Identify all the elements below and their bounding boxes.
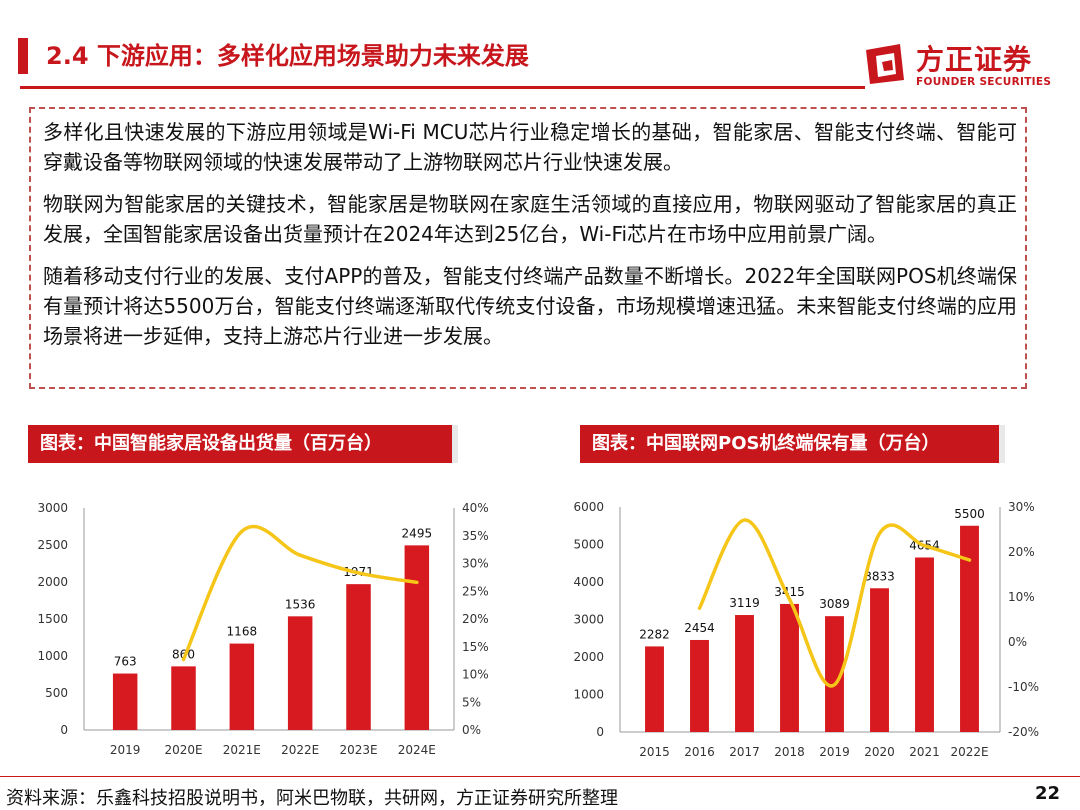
y2-tick-label: 10% xyxy=(462,668,489,682)
logo-en-text: FOUNDER SECURITIES xyxy=(916,76,1052,88)
bar xyxy=(780,603,799,732)
bar xyxy=(287,616,313,730)
logo-cn-text: 方正证券 xyxy=(916,43,1033,76)
x-tick-label: 2020E xyxy=(164,743,202,757)
page-title: 2.4 下游应用：多样化应用场景助力未来发展 xyxy=(46,42,529,70)
y-tick-label: 2500 xyxy=(37,538,68,552)
x-tick-label: 2017 xyxy=(729,745,760,759)
bar xyxy=(645,646,664,732)
paragraph-1: 多样化且快速发展的下游应用领域是Wi-Fi MCU芯片行业稳定增长的基础，智能家… xyxy=(43,120,1017,174)
bar xyxy=(960,525,979,732)
chart-1-title: 图表：中国智能家居设备出货量（百万台） xyxy=(28,425,458,463)
x-tick-label: 2020 xyxy=(864,745,895,759)
y-tick-label: 1000 xyxy=(37,649,68,663)
x-tick-label: 2022E xyxy=(950,745,988,759)
bar xyxy=(404,545,430,730)
y-tick-label: 3000 xyxy=(573,613,604,627)
bar-value-label: 3833 xyxy=(864,569,895,583)
x-tick-label: 2015 xyxy=(639,745,670,759)
bar xyxy=(112,673,138,730)
y-tick-label: 3000 xyxy=(37,501,68,515)
y-tick-label: 0 xyxy=(596,725,604,739)
bar-value-label: 2495 xyxy=(402,526,433,540)
bar-value-label: 763 xyxy=(114,655,137,669)
bar-value-label: 860 xyxy=(172,647,195,661)
y-tick-label: 5000 xyxy=(573,538,604,552)
y2-tick-label: 0% xyxy=(1008,635,1027,649)
bar xyxy=(171,666,196,730)
chart-2-title: 图表：中国联网POS机终端保有量（万台） xyxy=(580,425,1005,463)
x-tick-label: 2016 xyxy=(684,745,715,759)
y-tick-label: 2000 xyxy=(573,650,604,664)
pos-terminal-chart: 0 1000 2000 3000 4000 5000 6000 -20% -10% 0% 10% 20… xyxy=(573,500,1039,759)
x-tick-label: 2018 xyxy=(774,745,805,759)
bar xyxy=(229,643,255,730)
page-number: 22 xyxy=(1034,783,1060,804)
y-tick-label: 1000 xyxy=(573,688,604,702)
y2-tick-label: -10% xyxy=(1008,680,1039,694)
bar-value-label: 2282 xyxy=(639,627,670,641)
bar xyxy=(346,584,371,730)
y-tick-label: 6000 xyxy=(573,500,604,514)
footer-divider xyxy=(0,776,1080,777)
summary-textbox: 多样化且快速发展的下游应用领域是Wi-Fi MCU芯片行业稳定增长的基础，智能家… xyxy=(29,107,1027,389)
smart-home-shipments-chart: 0 500 1000 1500 2000 2500 3000 0% 5% 10% 15% 20% 25%… xyxy=(37,501,489,757)
y-tick-label: 500 xyxy=(45,686,68,700)
bar xyxy=(870,588,889,732)
y-tick-label: 0 xyxy=(60,723,68,737)
y2-tick-label: 35% xyxy=(462,529,489,543)
bar xyxy=(735,615,754,732)
x-tick-label: 2021E xyxy=(223,743,261,757)
founder-logo-icon xyxy=(866,44,904,84)
y2-tick-label: 40% xyxy=(462,501,489,515)
y-tick-label: 4000 xyxy=(573,575,604,589)
bar-value-label: 3119 xyxy=(729,596,760,610)
y2-tick-label: 10% xyxy=(1008,590,1035,604)
bar-value-label: 2454 xyxy=(684,621,715,635)
y2-tick-label: 15% xyxy=(462,640,489,654)
bar-value-label: 1536 xyxy=(285,597,316,611)
y2-tick-label: 20% xyxy=(462,612,489,626)
bar-value-label: 3415 xyxy=(774,585,805,599)
bar-value-label: 5500 xyxy=(954,507,985,521)
paragraph-3: 随着移动支付行业的发展、支付APP的普及，智能支付终端产品数量不断增长。2022… xyxy=(43,264,1017,348)
bar-value-label: 3089 xyxy=(819,597,850,611)
founder-logo: 方正证券 FOUNDER SECURITIES xyxy=(862,36,1052,92)
y2-tick-label: 30% xyxy=(462,557,489,571)
x-tick-label: 2019 xyxy=(819,745,850,759)
growth-rate-line xyxy=(181,524,419,662)
bar-value-label: 1168 xyxy=(227,625,258,639)
y-tick-label: 1500 xyxy=(37,612,68,626)
y2-tick-label: 20% xyxy=(1008,545,1035,559)
x-tick-label: 2022E xyxy=(281,743,319,757)
bar xyxy=(690,639,709,732)
x-tick-label: 2024E xyxy=(398,743,436,757)
y-tick-label: 2000 xyxy=(37,575,68,589)
y2-tick-label: 5% xyxy=(462,695,481,709)
title-accent-bar xyxy=(18,38,28,74)
source-note: 资料来源：乐鑫科技招股说明书，阿米巴物联，共研网，方正证券研究所整理 xyxy=(6,788,618,809)
y2-tick-label: 25% xyxy=(462,584,489,598)
x-tick-label: 2019 xyxy=(110,743,141,757)
x-tick-label: 2023E xyxy=(339,743,377,757)
y2-tick-label: 30% xyxy=(1008,500,1035,514)
x-tick-label: 2021 xyxy=(909,745,940,759)
y2-tick-label: -20% xyxy=(1008,725,1039,739)
bar xyxy=(825,616,844,732)
paragraph-2: 物联网为智能家居的关键技术，智能家居是物联网在家庭生活领域的直接应用，物联网驱动… xyxy=(43,192,1017,246)
title-underline xyxy=(20,86,865,89)
y2-tick-label: 0% xyxy=(462,723,481,737)
bar xyxy=(915,557,934,732)
growth-rate-line xyxy=(697,518,972,688)
